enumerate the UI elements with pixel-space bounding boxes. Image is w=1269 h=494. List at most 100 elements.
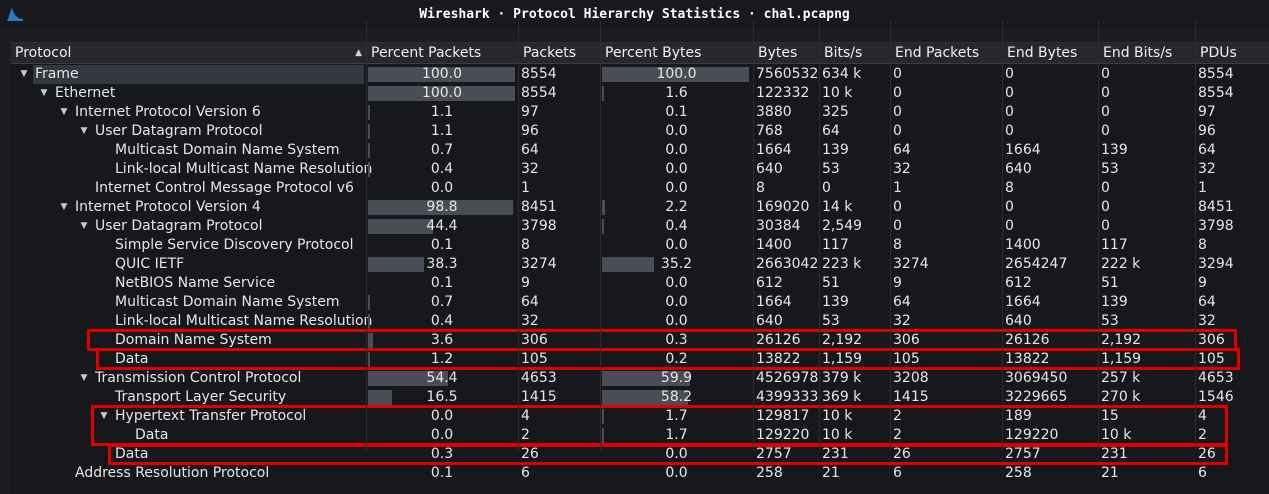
tree-row[interactable]: Domain Name System 3.6 0.3 306 26126 2,192 306… [11, 331, 1269, 350]
bytes-value: 169020 [756, 199, 810, 215]
triangle-down-icon[interactable]: ▼ [60, 107, 68, 117]
tree-row[interactable]: Internet Control Message Protocol v6 0.0 0… [11, 179, 1269, 198]
protocol-name: Transport Layer Security [115, 389, 287, 405]
percent-bytes-bar [602, 257, 654, 272]
percent-packets-value: 0.0 [430, 180, 454, 196]
tree-row[interactable]: Address Resolution Protocol 0.1 0.0 6 258 21 6… [11, 464, 1269, 483]
column-header-label: End Bits/s [1103, 45, 1173, 61]
percent-bytes-value: 0.0 [665, 446, 688, 462]
col-end-bits-per-sec-header[interactable]: End Bits/s [1098, 43, 1195, 63]
bits-per-sec-value: 139 [822, 142, 849, 158]
percent-packets-bar [368, 162, 370, 177]
col-percent-bytes-header[interactable]: Percent Bytes [600, 43, 753, 63]
col-end-bytes-header[interactable]: End Bytes [1002, 43, 1098, 63]
pdus-value: 9 [1198, 275, 1207, 291]
tree-row[interactable]: ▼ Internet Protocol Version 6 1.1 0.1 97 3880… [11, 103, 1269, 122]
tree-row[interactable]: ▼ Transmission Control Protocol 54.4 59.9 46… [11, 369, 1269, 388]
bytes-value: 3880 [756, 104, 792, 120]
tree-row[interactable]: ▼ Frame 100.0 100.0 8554 7560532 634 k 0 0 0 8554 [11, 65, 1269, 84]
tree-row[interactable]: NetBIOS Name Service 0.1 0.0 9 612 51 9 612 51 9 [11, 274, 1269, 293]
percent-bytes-value: 58.2 [660, 389, 693, 405]
column-separator [1098, 21, 1099, 451]
col-packets-header[interactable]: Packets [518, 43, 600, 63]
percent-bytes-value: 0.0 [665, 465, 688, 481]
tree-row[interactable]: Data 0.0 1.7 2 129220 10 k 2 129220 10 k 2 [11, 426, 1269, 445]
packets-value: 6 [521, 465, 530, 481]
percent-packets-bar [368, 67, 515, 82]
tree-row[interactable]: ▼ User Datagram Protocol 44.4 0.4 3798 30384 2… [11, 217, 1269, 236]
percent-bytes-value: 100.0 [656, 66, 697, 82]
tree-row[interactable]: Link-local Multicast Name Resolution 0.4 0… [11, 312, 1269, 331]
percent-bytes-bar [602, 86, 604, 101]
end-bits-per-sec-value: 2,192 [1101, 332, 1142, 348]
sort-ascending-icon[interactable]: ▲ [355, 48, 362, 58]
bits-per-sec-value: 0 [822, 180, 831, 196]
protocol-name: User Datagram Protocol [95, 123, 263, 139]
tree-row[interactable]: Multicast Domain Name System 0.7 0.0 64 1664… [11, 141, 1269, 160]
protocol-name: Domain Name System [115, 332, 272, 348]
tree-row[interactable]: Transport Layer Security 16.5 58.2 1415 4399… [11, 388, 1269, 407]
triangle-down-icon[interactable]: ▼ [100, 411, 108, 421]
col-bytes-header[interactable]: Bytes [753, 43, 819, 63]
packets-value: 64 [521, 142, 539, 158]
tree-row[interactable]: ▼ Ethernet 100.0 1.6 8554 122332 10 k 0 0 0 8554 [11, 84, 1269, 103]
column-header-label: PDUs [1200, 45, 1237, 61]
triangle-down-icon[interactable]: ▼ [80, 221, 88, 231]
percent-bytes-value: 0.1 [665, 104, 688, 120]
percent-bytes-value: 35.2 [660, 256, 693, 272]
col-protocol-header[interactable]: Protocol ▲ [11, 43, 366, 63]
end-bits-per-sec-value: 53 [1101, 161, 1119, 177]
protocol-name: Transmission Control Protocol [95, 370, 302, 386]
percent-packets-value: 0.4 [430, 313, 454, 329]
tree-row[interactable]: Simple Service Discovery Protocol 0.1 0.0 8… [11, 236, 1269, 255]
end-packets-value: 64 [893, 142, 911, 158]
bytes-value: 2663042 [756, 256, 819, 272]
pdus-value: 4 [1198, 408, 1207, 424]
protocol-name: NetBIOS Name Service [115, 275, 276, 291]
percent-packets-value: 1.1 [430, 123, 454, 139]
tree-row[interactable]: Data 1.2 0.2 105 13822 1,159 105 13822 1,159 105 [11, 350, 1269, 369]
bytes-value: 30384 [756, 218, 801, 234]
end-bits-per-sec-value: 117 [1101, 237, 1128, 253]
percent-packets-value: 0.0 [430, 427, 454, 443]
triangle-down-icon[interactable]: ▼ [60, 202, 68, 212]
col-pdus-header[interactable]: PDUs [1195, 43, 1269, 63]
triangle-down-icon[interactable]: ▼ [40, 88, 48, 98]
bits-per-sec-value: 64 [822, 123, 840, 139]
bits-per-sec-value: 21 [822, 465, 840, 481]
wireshark-fin-icon [7, 7, 23, 21]
end-bits-per-sec-value: 0 [1101, 66, 1110, 82]
end-bytes-value: 0 [1005, 218, 1014, 234]
end-bits-per-sec-value: 0 [1101, 104, 1110, 120]
tree-row[interactable]: Data 0.3 0.0 26 2757 231 26 2757 231 26 [11, 445, 1269, 464]
tree-row[interactable]: ▼ User Datagram Protocol 1.1 0.0 96 768 64 0 0 0 9… [11, 122, 1269, 141]
tree-row[interactable]: ▼ Hypertext Transfer Protocol 0.0 1.7 4 12981… [11, 407, 1269, 426]
protocol-hierarchy-tree[interactable]: Protocol ▲ Percent Packets Packets Percent B… [11, 42, 1269, 494]
tree-row[interactable]: Link-local Multicast Name Resolution 0.4 0… [11, 160, 1269, 179]
percent-bytes-bar [602, 67, 749, 82]
end-packets-value: 8 [893, 237, 902, 253]
end-packets-value: 1 [893, 180, 902, 196]
triangle-down-icon[interactable]: ▼ [80, 126, 88, 136]
bytes-value: 612 [756, 275, 783, 291]
packets-value: 9 [521, 275, 530, 291]
percent-packets-value: 0.1 [430, 275, 454, 291]
end-packets-value: 9 [893, 275, 902, 291]
end-packets-value: 26 [893, 446, 911, 462]
col-end-packets-header[interactable]: End Packets [890, 43, 1002, 63]
triangle-down-icon[interactable]: ▼ [80, 373, 88, 383]
col-percent-packets-header[interactable]: Percent Packets [366, 43, 518, 63]
packets-value: 3798 [521, 218, 557, 234]
protocol-name: Multicast Domain Name System [115, 142, 340, 158]
tree-row[interactable]: QUIC IETF 38.3 35.2 3274 2663042 223 k 3274 265… [11, 255, 1269, 274]
protocol-name: QUIC IETF [115, 256, 185, 272]
packets-value: 4 [521, 408, 530, 424]
end-packets-value: 0 [893, 85, 902, 101]
tree-row[interactable]: ▼ Internet Protocol Version 4 98.8 2.2 8451 1… [11, 198, 1269, 217]
protocol-name: Internet Control Message Protocol v6 [95, 180, 354, 196]
col-bits-per-sec-header[interactable]: Bits/s [819, 43, 890, 63]
bytes-value: 26126 [756, 332, 801, 348]
tree-row[interactable]: Multicast Domain Name System 0.7 0.0 64 1664… [11, 293, 1269, 312]
triangle-down-icon[interactable]: ▼ [20, 69, 28, 79]
percent-packets-value: 0.4 [430, 161, 454, 177]
